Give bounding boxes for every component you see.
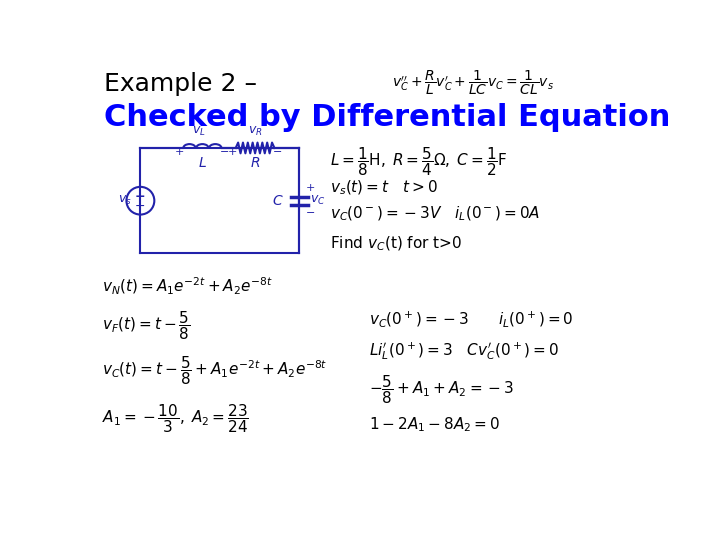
- Text: Example 2 –: Example 2 –: [104, 72, 265, 97]
- Text: $v_R$: $v_R$: [248, 125, 262, 138]
- Text: $v_N(t)=A_1e^{-2t}+A_2e^{-8t}$: $v_N(t)=A_1e^{-2t}+A_2e^{-8t}$: [102, 276, 273, 297]
- Text: −: −: [220, 147, 230, 157]
- Text: −: −: [135, 200, 145, 213]
- Text: Find $v_C$(t) for t>0: Find $v_C$(t) for t>0: [330, 234, 462, 253]
- Text: $Li_L^{\prime}\left(0^+\right)=3 \quad Cv_C^{\prime}\left(0^+\right)=0$: $Li_L^{\prime}\left(0^+\right)=3 \quad C…: [369, 340, 559, 362]
- Text: $L=\dfrac{1}{8}\mathrm{H},\; R=\dfrac{5}{4}\Omega,\; C=\dfrac{1}{2}\mathrm{F}$: $L=\dfrac{1}{8}\mathrm{H},\; R=\dfrac{5}…: [330, 146, 508, 178]
- Text: $v_s(t)=t \quad t>0$: $v_s(t)=t \quad t>0$: [330, 179, 438, 197]
- Text: $-\dfrac{5}{8}+A_1+A_2=-3$: $-\dfrac{5}{8}+A_1+A_2=-3$: [369, 373, 514, 406]
- Text: +: +: [305, 184, 315, 193]
- Text: $v_C\left(0^-\right)=-3V \quad i_L\left(0^-\right)=0A$: $v_C\left(0^-\right)=-3V \quad i_L\left(…: [330, 205, 541, 224]
- Text: −: −: [273, 147, 282, 157]
- Text: $L$: $L$: [198, 157, 207, 170]
- Text: $R$: $R$: [250, 157, 260, 170]
- Text: $A_1=-\dfrac{10}{3},\;A_2=\dfrac{23}{24}$: $A_1=-\dfrac{10}{3},\;A_2=\dfrac{23}{24}…: [102, 402, 248, 435]
- Text: +: +: [135, 190, 145, 202]
- Text: $v_F(t)=t-\dfrac{5}{8}$: $v_F(t)=t-\dfrac{5}{8}$: [102, 309, 190, 342]
- Text: −: −: [305, 208, 315, 218]
- Text: $C$: $C$: [272, 194, 284, 208]
- Text: $v_C(t)=t-\dfrac{5}{8}+A_1e^{-2t}+A_2e^{-8t}$: $v_C(t)=t-\dfrac{5}{8}+A_1e^{-2t}+A_2e^{…: [102, 354, 327, 387]
- Text: +: +: [175, 147, 184, 157]
- Text: $v_C$: $v_C$: [310, 194, 325, 207]
- Text: Checked by Differential Equation: Checked by Differential Equation: [104, 103, 670, 132]
- Text: $v_C^{\prime\prime}+\dfrac{R}{L}v_C^{\prime}+\dfrac{1}{LC}v_C=\dfrac{1}{CL}v_s$: $v_C^{\prime\prime}+\dfrac{R}{L}v_C^{\pr…: [392, 69, 554, 97]
- Text: $v_C\left(0^+\right)=-3 \qquad i_L\left(0^+\right)=0$: $v_C\left(0^+\right)=-3 \qquad i_L\left(…: [369, 309, 573, 329]
- Text: $v_s$: $v_s$: [118, 194, 132, 207]
- Text: +: +: [228, 147, 238, 157]
- Text: $v_L$: $v_L$: [192, 125, 205, 138]
- Text: $1-2A_1-8A_2=0$: $1-2A_1-8A_2=0$: [369, 415, 500, 434]
